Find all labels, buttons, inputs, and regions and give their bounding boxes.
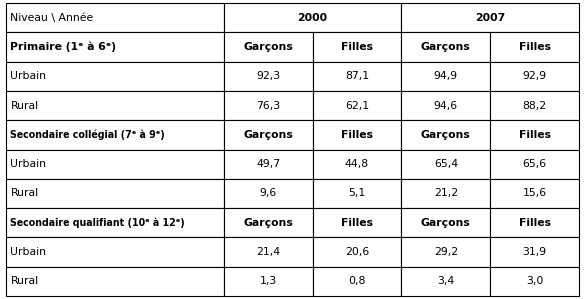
- Text: Urbain: Urbain: [11, 159, 46, 169]
- Bar: [312, 32, 401, 62]
- Text: Rural: Rural: [11, 188, 39, 199]
- Bar: [6, 3, 223, 32]
- Bar: [223, 62, 312, 91]
- Text: Garçons: Garçons: [243, 218, 293, 228]
- Text: Secondaire qualifiant (10ᵉ à 12ᵉ): Secondaire qualifiant (10ᵉ à 12ᵉ): [11, 217, 185, 228]
- Text: Filles: Filles: [519, 130, 550, 140]
- Bar: [223, 32, 312, 62]
- Bar: [6, 91, 223, 120]
- Bar: [312, 62, 401, 91]
- Text: Primaire (1ᵉ à 6ᵉ): Primaire (1ᵉ à 6ᵉ): [11, 42, 116, 52]
- Text: 0,8: 0,8: [348, 276, 366, 286]
- Text: Filles: Filles: [519, 42, 550, 52]
- Bar: [401, 208, 490, 237]
- Bar: [401, 62, 490, 91]
- Bar: [490, 208, 579, 237]
- Bar: [312, 150, 401, 179]
- Text: 94,6: 94,6: [434, 100, 458, 111]
- Bar: [223, 91, 312, 120]
- Bar: [223, 208, 312, 237]
- Bar: [6, 208, 223, 237]
- Text: Garçons: Garçons: [243, 130, 293, 140]
- Text: Urbain: Urbain: [11, 247, 46, 257]
- Text: 15,6: 15,6: [522, 188, 547, 199]
- Text: Garçons: Garçons: [421, 130, 471, 140]
- Text: 21,2: 21,2: [434, 188, 458, 199]
- Text: Urbain: Urbain: [11, 71, 46, 81]
- Bar: [6, 150, 223, 179]
- Bar: [312, 267, 401, 296]
- Text: Rural: Rural: [11, 276, 39, 286]
- Text: 21,4: 21,4: [256, 247, 280, 257]
- Text: Niveau \ Année: Niveau \ Année: [11, 13, 94, 23]
- Text: Garçons: Garçons: [243, 42, 293, 52]
- Bar: [223, 3, 401, 32]
- Text: 87,1: 87,1: [345, 71, 369, 81]
- Text: Filles: Filles: [519, 218, 550, 228]
- Text: Garçons: Garçons: [421, 218, 471, 228]
- Text: 3,0: 3,0: [526, 276, 543, 286]
- Text: 2000: 2000: [298, 13, 328, 23]
- Bar: [401, 120, 490, 150]
- Bar: [312, 120, 401, 150]
- Text: Filles: Filles: [341, 130, 373, 140]
- Text: 44,8: 44,8: [345, 159, 369, 169]
- Text: 5,1: 5,1: [349, 188, 366, 199]
- Text: 62,1: 62,1: [345, 100, 369, 111]
- Bar: [401, 179, 490, 208]
- Text: 1,3: 1,3: [260, 276, 277, 286]
- Text: 92,3: 92,3: [256, 71, 280, 81]
- Bar: [490, 150, 579, 179]
- Text: Filles: Filles: [341, 218, 373, 228]
- Bar: [312, 208, 401, 237]
- Text: Garçons: Garçons: [421, 42, 471, 52]
- Bar: [312, 91, 401, 120]
- Bar: [490, 267, 579, 296]
- Bar: [223, 179, 312, 208]
- Text: Secondaire collégial (7ᵉ à 9ᵉ): Secondaire collégial (7ᵉ à 9ᵉ): [11, 129, 165, 140]
- Bar: [401, 150, 490, 179]
- Bar: [401, 32, 490, 62]
- Bar: [6, 179, 223, 208]
- Text: 49,7: 49,7: [256, 159, 280, 169]
- Bar: [223, 150, 312, 179]
- Bar: [490, 91, 579, 120]
- Text: 29,2: 29,2: [434, 247, 458, 257]
- Bar: [223, 237, 312, 267]
- Bar: [6, 32, 223, 62]
- Bar: [490, 179, 579, 208]
- Bar: [401, 237, 490, 267]
- Bar: [312, 179, 401, 208]
- Text: 94,9: 94,9: [434, 71, 458, 81]
- Text: 76,3: 76,3: [256, 100, 280, 111]
- Bar: [401, 267, 490, 296]
- Bar: [490, 237, 579, 267]
- Text: 65,6: 65,6: [522, 159, 547, 169]
- Bar: [223, 267, 312, 296]
- Bar: [490, 62, 579, 91]
- Text: 31,9: 31,9: [522, 247, 547, 257]
- Bar: [6, 237, 223, 267]
- Text: Filles: Filles: [341, 42, 373, 52]
- Bar: [401, 3, 579, 32]
- Bar: [6, 62, 223, 91]
- Text: 2007: 2007: [475, 13, 505, 23]
- Bar: [6, 120, 223, 150]
- Text: 92,9: 92,9: [522, 71, 547, 81]
- Text: 88,2: 88,2: [522, 100, 547, 111]
- Bar: [490, 120, 579, 150]
- Text: 3,4: 3,4: [437, 276, 455, 286]
- Text: 9,6: 9,6: [260, 188, 277, 199]
- Text: Rural: Rural: [11, 100, 39, 111]
- Bar: [312, 237, 401, 267]
- Bar: [6, 267, 223, 296]
- Bar: [401, 91, 490, 120]
- Text: 20,6: 20,6: [345, 247, 369, 257]
- Bar: [490, 32, 579, 62]
- Bar: [223, 120, 312, 150]
- Text: 65,4: 65,4: [434, 159, 458, 169]
